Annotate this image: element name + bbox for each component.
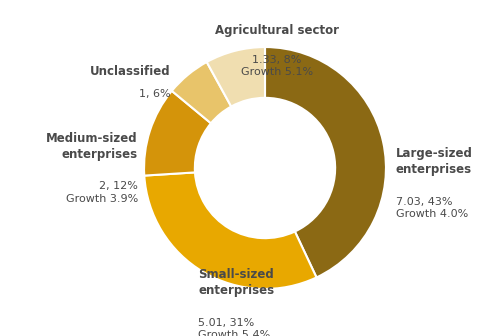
Text: Unclassified: Unclassified <box>90 65 170 78</box>
Text: Large-sized
enterprises: Large-sized enterprises <box>396 148 472 176</box>
Text: 5.01, 31%
Growth 5.4%: 5.01, 31% Growth 5.4% <box>198 318 270 336</box>
Text: 1, 6%: 1, 6% <box>139 89 170 99</box>
Text: 1.33, 8%
Growth 5.1%: 1.33, 8% Growth 5.1% <box>241 55 313 77</box>
Wedge shape <box>144 172 316 289</box>
Wedge shape <box>206 47 265 107</box>
Text: Small-sized
enterprises: Small-sized enterprises <box>198 268 274 297</box>
Text: Agricultural sector: Agricultural sector <box>215 25 339 37</box>
Wedge shape <box>265 47 386 278</box>
Text: Medium-sized
enterprises: Medium-sized enterprises <box>46 132 138 161</box>
Wedge shape <box>144 91 211 176</box>
Text: 2, 12%
Growth 3.9%: 2, 12% Growth 3.9% <box>66 181 138 204</box>
Wedge shape <box>172 62 231 123</box>
Text: 7.03, 43%
Growth 4.0%: 7.03, 43% Growth 4.0% <box>396 197 468 219</box>
